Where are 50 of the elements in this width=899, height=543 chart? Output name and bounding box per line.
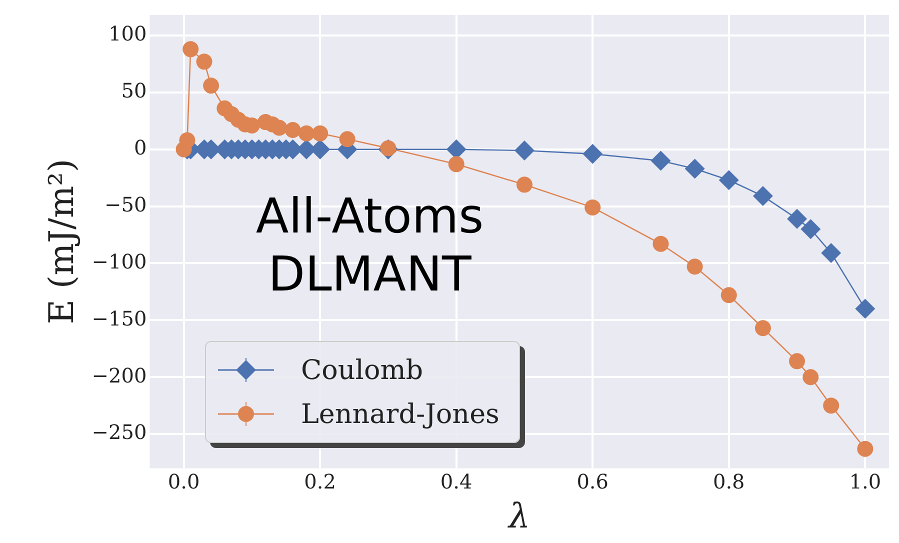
legend-label: Coulomb — [301, 354, 424, 386]
y-axis-title: E (mJ/m²) — [42, 158, 82, 324]
point — [800, 219, 821, 240]
x-tick-label: 0.0 — [168, 469, 200, 494]
y-tick-label: 0 — [134, 136, 147, 160]
y-tick-label: −100 — [92, 249, 147, 274]
point — [821, 242, 842, 263]
x-tick-label: 0.4 — [440, 469, 472, 494]
point — [752, 186, 773, 206]
point — [684, 158, 705, 179]
x-axis-title: λ — [506, 496, 530, 536]
legend-label: Lennard-Jones — [301, 398, 500, 430]
point — [584, 199, 601, 216]
annotation: All-Atoms — [256, 188, 484, 244]
point — [448, 156, 464, 172]
point — [652, 236, 669, 252]
point — [271, 120, 288, 136]
point — [514, 140, 534, 161]
x-tick-label: 0.8 — [712, 469, 745, 494]
y-tick-label: 100 — [108, 22, 147, 46]
point — [339, 131, 356, 148]
x-tick-label: 0.2 — [304, 469, 336, 494]
y-tick-label: −150 — [92, 306, 147, 330]
point — [857, 440, 874, 457]
point — [284, 122, 301, 138]
x-tick-label: 0.6 — [576, 469, 609, 494]
point — [823, 398, 840, 414]
point — [312, 125, 328, 142]
point — [802, 369, 819, 386]
y-tick-label: −50 — [104, 192, 147, 217]
x-tick-label: 1.0 — [849, 469, 882, 494]
point — [179, 132, 196, 148]
point — [789, 353, 806, 370]
point — [516, 176, 532, 193]
point — [686, 258, 703, 275]
y-tick-label: 50 — [121, 78, 147, 103]
point — [855, 298, 876, 319]
point — [196, 54, 212, 70]
point — [754, 320, 771, 336]
annotation: DLMANT — [268, 246, 472, 302]
point — [203, 78, 220, 94]
point — [720, 287, 737, 304]
y-tick-label: −250 — [92, 420, 147, 444]
point — [650, 150, 671, 171]
point — [182, 41, 199, 58]
y-tick-label: −200 — [92, 363, 147, 388]
point — [298, 125, 314, 142]
point — [718, 170, 739, 190]
point — [582, 144, 603, 164]
point — [787, 208, 808, 229]
